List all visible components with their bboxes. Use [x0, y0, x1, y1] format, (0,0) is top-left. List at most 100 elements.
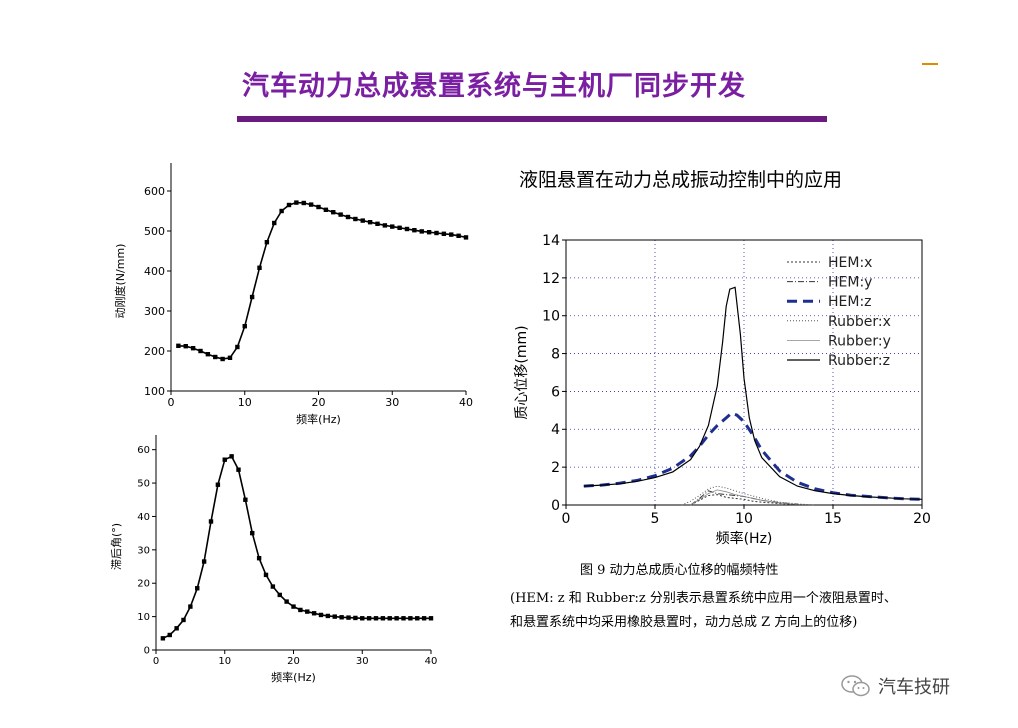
data-point	[382, 223, 388, 228]
watermark: 汽车技研	[840, 672, 950, 700]
data-point	[463, 235, 469, 240]
y-tick-label: 500	[144, 225, 165, 238]
data-point	[390, 224, 395, 229]
data-point	[190, 346, 196, 351]
data-point	[201, 559, 207, 564]
figure-caption: 图 9 动力总成质心位移的幅频特性	[580, 563, 779, 578]
figure-note-line-2: 和悬置系统中均采用橡胶悬置时，动力总成 Z 方向上的位移)	[510, 615, 858, 630]
x-tick-label: 30	[356, 656, 369, 667]
x-tick-label: 0	[153, 656, 159, 667]
data-point	[263, 572, 269, 578]
x-axis-title: 频率(Hz)	[716, 530, 773, 547]
data-point	[174, 626, 179, 631]
legend-label: HEM:z	[828, 294, 872, 310]
data-point	[434, 230, 439, 236]
data-point	[277, 592, 282, 598]
x-tick-label: 20	[287, 656, 300, 667]
y-tick-label: 60	[137, 445, 150, 456]
data-point	[339, 615, 344, 620]
data-point	[373, 616, 379, 621]
x-axis-title: 频率(Hz)	[271, 670, 316, 684]
y-tick-label: 6	[551, 384, 560, 400]
x-tick-label: 5	[651, 511, 660, 527]
data-point	[331, 210, 336, 215]
data-point	[215, 482, 221, 487]
y-axis-title: 质心位移(mm)	[514, 325, 530, 419]
data-point	[338, 212, 343, 217]
data-point	[408, 616, 413, 621]
y-tick-label: 20	[137, 579, 150, 590]
legend-label: HEM:x	[828, 255, 872, 271]
data-point	[353, 615, 358, 621]
legend-label: HEM:y	[828, 275, 872, 291]
data-point	[318, 612, 324, 618]
corner-mark	[922, 63, 938, 65]
data-point	[167, 632, 172, 638]
data-point	[264, 240, 270, 245]
data-point	[323, 207, 329, 212]
data-point	[205, 352, 211, 357]
y-tick-label: 40	[137, 512, 150, 523]
data-point	[235, 344, 240, 350]
data-point	[257, 265, 262, 270]
y-tick-label: 10	[137, 612, 150, 623]
data-point	[426, 230, 432, 235]
data-point	[353, 216, 358, 222]
data-point	[415, 616, 420, 621]
figure-note-line-1: (HEM: z 和 Rubber:z 分别表示悬置系统中应用一个液阻悬置时、	[510, 591, 897, 606]
y-tick-label: 50	[137, 479, 150, 490]
data-point	[316, 204, 321, 210]
x-tick-label: 30	[385, 396, 399, 409]
data-point	[188, 604, 193, 609]
data-point	[270, 584, 276, 589]
legend-label: Rubber:x	[828, 314, 891, 330]
data-point	[198, 348, 203, 354]
data-point	[325, 613, 331, 619]
data-point	[160, 636, 166, 641]
data-point	[456, 233, 461, 238]
data-point	[428, 616, 434, 621]
data-point	[360, 218, 365, 223]
y-tick-label: 200	[144, 345, 165, 358]
data-point	[176, 343, 181, 348]
data-point	[220, 356, 225, 362]
y-tick-label: 2	[551, 460, 560, 476]
data-point	[250, 530, 255, 536]
data-point	[360, 616, 365, 621]
data-point	[298, 607, 303, 613]
data-point	[294, 200, 299, 205]
legend-label: Rubber:y	[828, 333, 891, 349]
data-point	[308, 202, 314, 207]
data-point	[394, 616, 399, 621]
x-tick-label: 0	[562, 511, 571, 527]
legend-label: Rubber:z	[828, 353, 890, 369]
y-tick-label: 100	[144, 385, 165, 398]
x-tick-label: 20	[913, 511, 931, 527]
data-point	[387, 616, 392, 621]
y-tick-label: 12	[542, 271, 560, 287]
data-point	[421, 616, 427, 621]
series-line-rubber-y	[690, 489, 798, 506]
x-tick-label: 40	[459, 396, 473, 409]
wechat-icon	[841, 675, 870, 697]
data-point	[345, 214, 351, 220]
series-line	[178, 201, 467, 360]
series-line-hem-x	[690, 494, 798, 506]
x-tick-label: 20	[312, 396, 326, 409]
y-axis-title: 动刚度(N/mm)	[113, 244, 127, 319]
data-point	[279, 208, 284, 214]
data-point	[242, 324, 247, 329]
y-tick-label: 8	[551, 346, 560, 362]
data-point	[412, 228, 417, 233]
data-point	[208, 519, 214, 524]
y-tick-label: 0	[144, 646, 150, 657]
x-tick-label: 10	[735, 511, 753, 527]
watermark-text: 汽车技研	[878, 677, 950, 698]
displacement-chart: 0 5 10 15 20 0 2 4 6 8 10 12 14 频率(Hz) 质心位移(mm) HEM:x HE…	[514, 233, 931, 547]
data-point	[286, 202, 292, 208]
x-tick-label: 10	[218, 656, 231, 667]
data-point	[311, 611, 317, 616]
y-tick-label: 14	[542, 233, 560, 249]
data-point	[256, 555, 262, 561]
y-tick-label: 0	[551, 498, 560, 514]
